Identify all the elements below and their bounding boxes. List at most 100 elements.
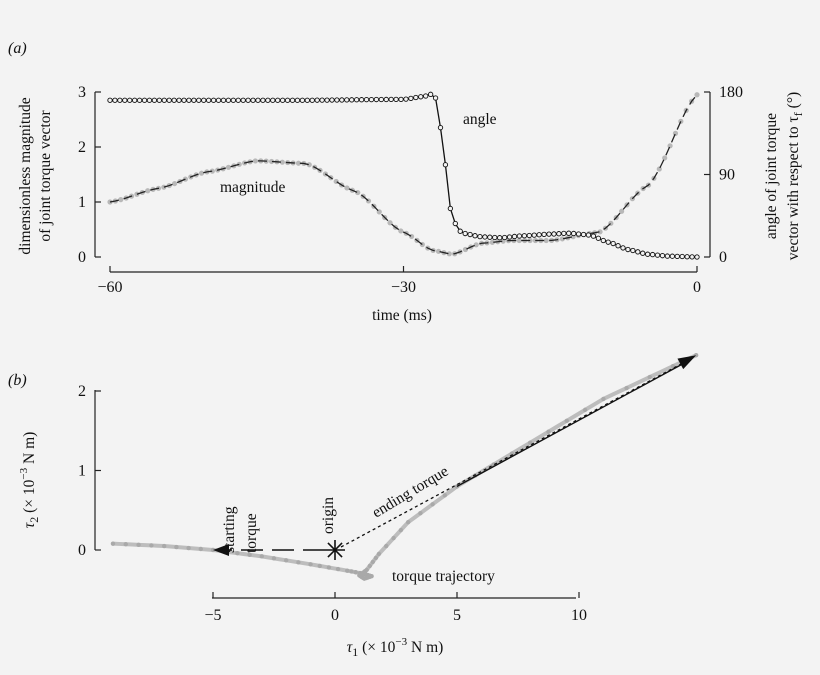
magnitude-point [559, 236, 565, 242]
angle-point [640, 250, 646, 256]
angle-point [294, 97, 301, 103]
angle-point [497, 235, 503, 241]
angle-point [353, 97, 360, 103]
angle-point [674, 253, 680, 259]
panel-a-left-tick-label: 3 [78, 84, 86, 101]
panel-a-left-tick-label: 0 [78, 249, 86, 266]
panel-b-x-tick-label: 10 [571, 607, 587, 624]
angle-point [398, 96, 404, 102]
torque-trajectory-line [110, 353, 699, 581]
panel-b-annotation-origin: origin [320, 497, 337, 534]
magnitude-point [306, 162, 312, 168]
angle-point [289, 97, 296, 103]
panel-a-left-tick-label: 1 [78, 194, 86, 211]
angle-point [156, 97, 162, 103]
angle-point [521, 233, 528, 239]
angle-point [477, 233, 483, 240]
angle-point [413, 94, 419, 101]
angle-point [561, 230, 567, 237]
angle-point [186, 97, 192, 103]
angle-point [437, 125, 444, 131]
panel-a-ylabel-right-line1: angle of joint torque [763, 113, 780, 239]
angle-point [615, 243, 621, 249]
angle-point [127, 97, 133, 103]
angle-point [151, 97, 158, 103]
angle-point [329, 97, 335, 103]
panel-a-x-tick-label: 0 [693, 279, 701, 296]
angle-point [196, 97, 202, 103]
magnitude-point [344, 185, 350, 191]
angle-point [117, 97, 123, 103]
angle-point [388, 96, 394, 103]
angle-point [689, 254, 695, 260]
angle-point [408, 95, 414, 102]
angle-point [649, 251, 656, 258]
angle-point [393, 96, 399, 103]
torque-trajectory-point [136, 542, 141, 548]
magnitude-point [672, 130, 679, 136]
angle-point [161, 97, 167, 103]
angle-point [363, 97, 370, 103]
panel-b-ylabel: τ2 (× 10−3 N m) [18, 432, 41, 529]
panel-a-x-tick-label: −60 [97, 279, 122, 296]
torque-trajectory-point [582, 407, 588, 413]
torque-trajectory-point [345, 568, 350, 573]
angle-point [511, 233, 518, 240]
angle-point [112, 97, 118, 103]
angle-point [423, 93, 429, 99]
angle-point [215, 97, 222, 103]
magnitude-point [225, 164, 232, 170]
torque-trajectory-point [384, 543, 389, 549]
torque-trajectory-point [546, 429, 551, 434]
angle-point [605, 239, 611, 245]
torque-trajectory-point [198, 546, 203, 552]
angle-point [270, 97, 276, 103]
panel-a-xlabel: time (ms) [372, 307, 432, 324]
torque-trajectory-point [509, 451, 515, 456]
angle-point [284, 97, 291, 103]
angle-point [536, 232, 542, 238]
angle-point [600, 237, 606, 244]
panel-b-annotation-trajectory: torque trajectory [392, 568, 495, 585]
angle-point [136, 97, 143, 103]
magnitude-point [678, 118, 684, 124]
angle-point [659, 253, 666, 259]
angle-point [132, 97, 138, 103]
angle-point [541, 231, 547, 238]
magnitude-point [543, 237, 549, 244]
magnitude-point [118, 197, 124, 203]
angle-point [447, 205, 454, 212]
angle-point [191, 97, 197, 103]
angle-point [492, 234, 498, 241]
angle-point [575, 231, 582, 237]
magnitude-point [694, 92, 700, 98]
torque-trajectory-point [373, 555, 379, 561]
magnitude-point [597, 229, 603, 235]
panel-b-y-tick-label: 2 [78, 383, 86, 400]
panel-b-label: (b) [8, 372, 27, 389]
magnitude-point [209, 168, 215, 174]
angle-point [324, 97, 330, 103]
angle-point [442, 162, 449, 168]
angle-point [630, 247, 636, 254]
angle-point [245, 97, 251, 103]
angle-point [265, 97, 271, 103]
angle-point [275, 97, 281, 103]
torque-trajectory-point [271, 556, 277, 561]
angle-point [462, 230, 468, 237]
torque-trajectory-point [235, 550, 240, 556]
torque-trajectory-point [284, 558, 289, 563]
angle-point [457, 228, 463, 234]
torque-trajectory-point [430, 502, 435, 507]
angle-point [349, 97, 355, 103]
magnitude-point [462, 246, 469, 253]
angle-point [299, 97, 306, 103]
angle-point [472, 233, 478, 239]
angle-point [176, 97, 182, 103]
magnitude-point [279, 159, 285, 165]
panel-a-left-tick-label: 2 [78, 139, 86, 156]
angle-point [141, 97, 148, 103]
origin-marker [325, 540, 345, 560]
angle-point [487, 234, 493, 240]
panel-a-annotation-angle: angle [463, 111, 497, 128]
